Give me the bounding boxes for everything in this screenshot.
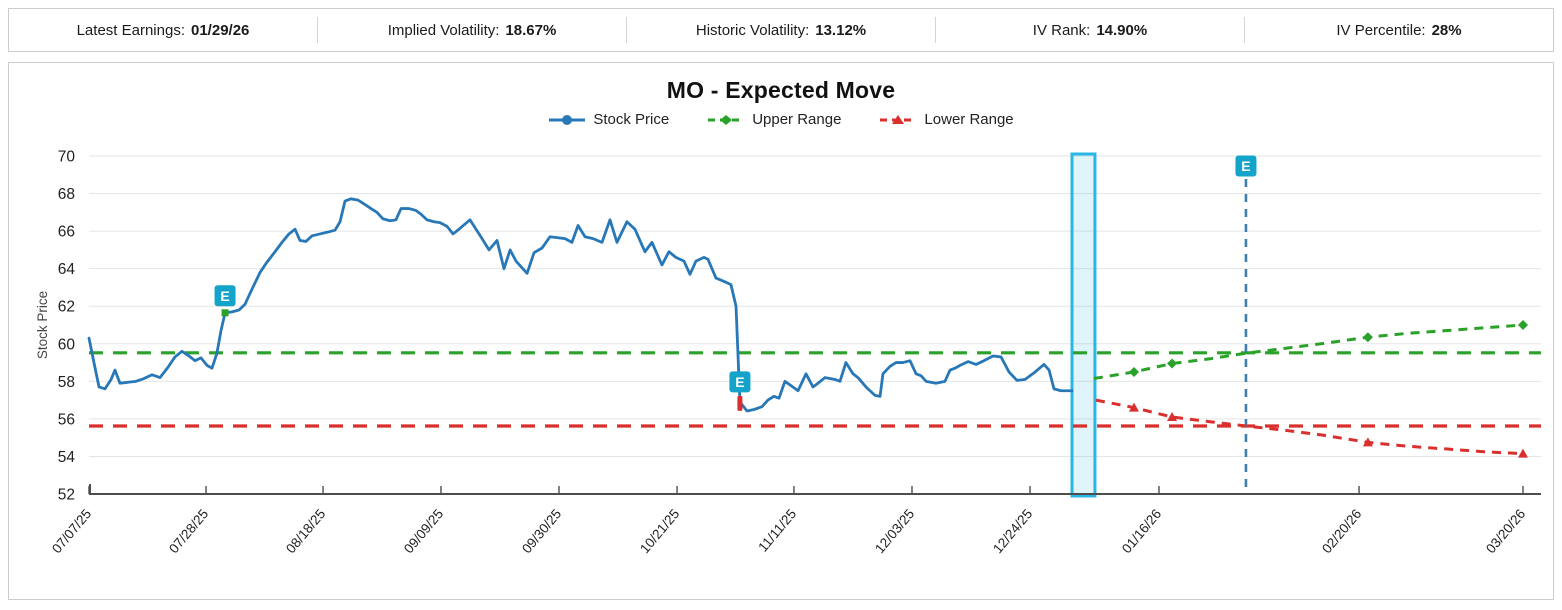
x-tick-label: 08/18/25 xyxy=(283,506,328,556)
x-tick-label: 07/07/25 xyxy=(49,506,94,556)
stat-label: IV Percentile: xyxy=(1336,21,1426,39)
svg-text:E: E xyxy=(1241,158,1250,174)
upper-range-swatch-icon xyxy=(708,114,745,125)
stat-latest-earnings: Latest Earnings: 01/29/26 xyxy=(9,17,318,43)
y-tick-label: 56 xyxy=(58,411,75,428)
stat-historic-volatility: Historic Volatility: 13.12% xyxy=(627,17,936,43)
y-tick-label: 58 xyxy=(58,374,75,391)
legend-item-lower-range[interactable]: Lower Range xyxy=(879,111,1014,128)
x-tick-label: 12/24/25 xyxy=(990,506,1035,556)
stat-label: IV Rank: xyxy=(1032,21,1091,39)
lower-range-marker xyxy=(1517,448,1528,458)
y-tick-label: 64 xyxy=(58,261,76,278)
x-tick-label: 01/16/26 xyxy=(1119,506,1164,556)
y-tick-label: 52 xyxy=(58,487,75,504)
stat-value: 28% xyxy=(1431,21,1462,39)
legend-label: Upper Range xyxy=(752,111,842,128)
stock-price-line xyxy=(87,197,1074,413)
x-tick-label: 10/21/25 xyxy=(637,506,682,556)
stat-iv-rank: IV Rank: 14.90% xyxy=(936,17,1245,43)
stat-value: 18.67% xyxy=(505,21,557,39)
earnings-day-marker xyxy=(737,395,743,411)
legend-label: Stock Price xyxy=(593,111,670,128)
lower-range-line xyxy=(1095,398,1524,456)
svg-text:E: E xyxy=(220,288,229,304)
upper-range-marker xyxy=(1517,320,1528,330)
legend-item-stock-price[interactable]: Stock Price xyxy=(548,111,669,128)
y-tick-label: 66 xyxy=(58,224,75,241)
expected-move-chart: MO - Expected Move Stock Price Upper Ran… xyxy=(8,62,1554,600)
price-chart-svg: E E E 07/07/25 07/28/25 08/18/25 09/09/25 09/30… xyxy=(35,149,1541,556)
y-tick-label: 54 xyxy=(58,449,76,466)
plot-area: E E E 07/07/25 07/28/25 08/18/25 09/09/25 09/30… xyxy=(9,63,1553,599)
x-tick-label: 09/09/25 xyxy=(401,506,446,556)
x-tick-label: 09/30/25 xyxy=(519,506,564,556)
lower-range-marker xyxy=(1167,412,1178,422)
stat-value: 14.90% xyxy=(1096,21,1148,39)
forecast-lines xyxy=(1093,320,1528,458)
lower-range-marker xyxy=(1129,402,1140,412)
x-tick-label: 07/28/25 xyxy=(166,506,211,556)
legend-label: Lower Range xyxy=(924,111,1014,128)
x-axis-labels: 07/07/25 07/28/25 08/18/25 09/09/25 09/30/25… xyxy=(49,486,1528,556)
stats-bar: Latest Earnings: 01/29/26 Implied Volati… xyxy=(8,8,1554,52)
upper-range-line xyxy=(1093,323,1524,380)
x-tick-label: 03/20/26 xyxy=(1483,506,1528,556)
stat-label: Implied Volatility: xyxy=(387,21,500,39)
current-week-highlight-band xyxy=(1070,152,1097,498)
upper-range-marker xyxy=(1167,358,1178,369)
stat-value: 13.12% xyxy=(815,21,867,39)
x-tick-label: 11/11/25 xyxy=(755,506,799,554)
y-tick-label: 60 xyxy=(58,336,76,353)
chart-title: MO - Expected Move xyxy=(666,77,896,103)
earnings-day-marker xyxy=(221,309,229,317)
axes xyxy=(89,484,1541,495)
y-tick-label: 62 xyxy=(58,299,75,316)
upper-range-marker xyxy=(1362,332,1373,343)
lower-range-marker xyxy=(1362,437,1373,447)
x-tick-label: 12/03/25 xyxy=(872,506,917,556)
stat-label: Historic Volatility: xyxy=(695,21,810,39)
earnings-badge: E xyxy=(1235,155,1257,177)
x-tick-label: 02/20/26 xyxy=(1319,506,1364,556)
e-badge-icon xyxy=(729,371,751,393)
stock-price-swatch-icon xyxy=(549,114,586,125)
y-tick-label: 70 xyxy=(58,149,76,166)
stat-label: Latest Earnings: xyxy=(76,21,185,39)
range-level-lines xyxy=(89,351,1541,428)
y-axis-labels: 52 54 56 58 60 62 64 66 68 70 xyxy=(58,149,76,504)
legend-item-upper-range[interactable]: Upper Range xyxy=(707,111,841,128)
y-tick-label: 68 xyxy=(58,186,75,203)
e-badge-icon xyxy=(1235,155,1257,177)
stat-value: 01/29/26 xyxy=(191,21,250,39)
upper-range-marker xyxy=(1129,366,1140,377)
e-badge-icon xyxy=(214,285,236,307)
svg-text:E: E xyxy=(735,374,744,390)
stat-iv-percentile: IV Percentile: 28% xyxy=(1245,17,1553,43)
gridlines xyxy=(89,155,1541,457)
chart-legend: Stock Price Upper Range Lower Range xyxy=(9,111,1553,128)
lower-range-swatch-icon xyxy=(880,114,917,124)
stat-implied-volatility: Implied Volatility: 18.67% xyxy=(318,17,627,43)
earnings-badge: E xyxy=(729,371,751,393)
earnings-badge: E xyxy=(214,285,236,307)
y-axis-title: Stock Price xyxy=(35,291,50,359)
